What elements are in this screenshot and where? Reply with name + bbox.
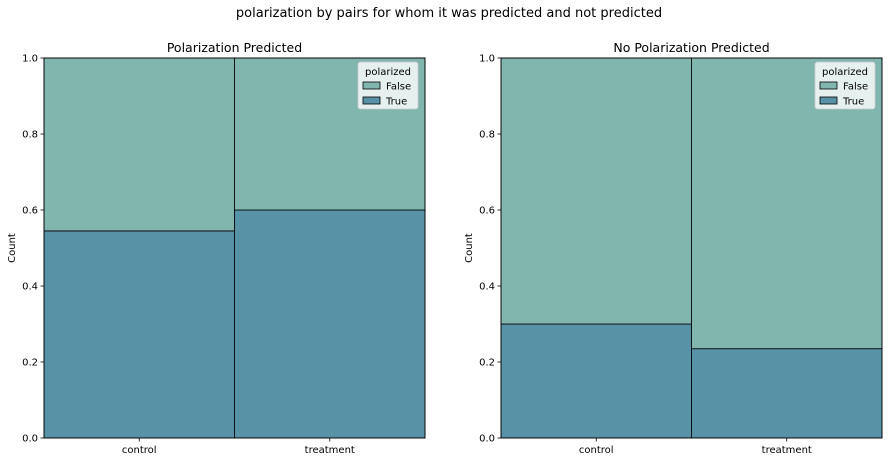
legend-swatch-true: [819, 96, 838, 105]
axes-title: Polarization Predicted: [167, 40, 302, 55]
legend-label-true: True: [385, 97, 407, 108]
y-tick-label: 0.2: [22, 358, 38, 369]
legend: polarized False True: [357, 61, 419, 110]
axes-polarization-predicted: 0.0 0.2 0.4 0.6 0.8 1.0 control treatment Polari…: [7, 40, 426, 456]
x-tick-label-control: control: [579, 445, 614, 456]
y-tick-label: 0.8: [479, 130, 495, 141]
bar-control-false: [500, 57, 692, 325]
axes-frame: [500, 57, 883, 439]
bar-control-false: [43, 57, 235, 232]
y-tick-label: 0.4: [479, 282, 495, 293]
x-tick-label-treatment: treatment: [762, 445, 812, 456]
bar-treatment-true: [691, 348, 883, 439]
y-tick-label: 0.2: [479, 358, 495, 369]
axes-title: No Polarization Predicted: [613, 40, 769, 55]
legend-swatch-false: [362, 81, 381, 90]
bar-treatment-true: [234, 209, 426, 439]
legend-title: polarized: [365, 67, 411, 78]
bar-control-true: [500, 323, 692, 439]
figure-suptitle: polarization by pairs for whom it was pr…: [236, 6, 662, 21]
x-tick-label-control: control: [122, 445, 157, 456]
y-tick-label: 0.4: [22, 282, 38, 293]
legend-title: polarized: [822, 67, 868, 78]
axes-frame: [43, 57, 426, 439]
legend-swatch-false: [819, 81, 838, 90]
axes-no-polarization-predicted: 0.0 0.2 0.4 0.6 0.8 1.0 control treatment No Pol…: [464, 40, 883, 456]
legend-label-false: False: [843, 82, 868, 93]
y-tick-label: 0.0: [22, 434, 38, 445]
y-tick-label: 0.8: [22, 130, 38, 141]
legend: polarized False True: [814, 61, 876, 110]
legend-swatch-true: [362, 96, 381, 105]
y-tick-label: 0.6: [479, 206, 495, 217]
y-tick-label: 0.6: [22, 206, 38, 217]
y-axis-label: Count: [7, 233, 18, 263]
x-tick-label-treatment: treatment: [305, 445, 355, 456]
y-tick-label: 1.0: [479, 54, 495, 65]
y-tick-label: 1.0: [22, 54, 38, 65]
y-tick-label: 0.0: [479, 434, 495, 445]
bar-control-true: [43, 230, 235, 439]
legend-label-false: False: [386, 82, 411, 93]
legend-label-true: True: [842, 97, 864, 108]
y-axis-label: Count: [464, 233, 475, 263]
